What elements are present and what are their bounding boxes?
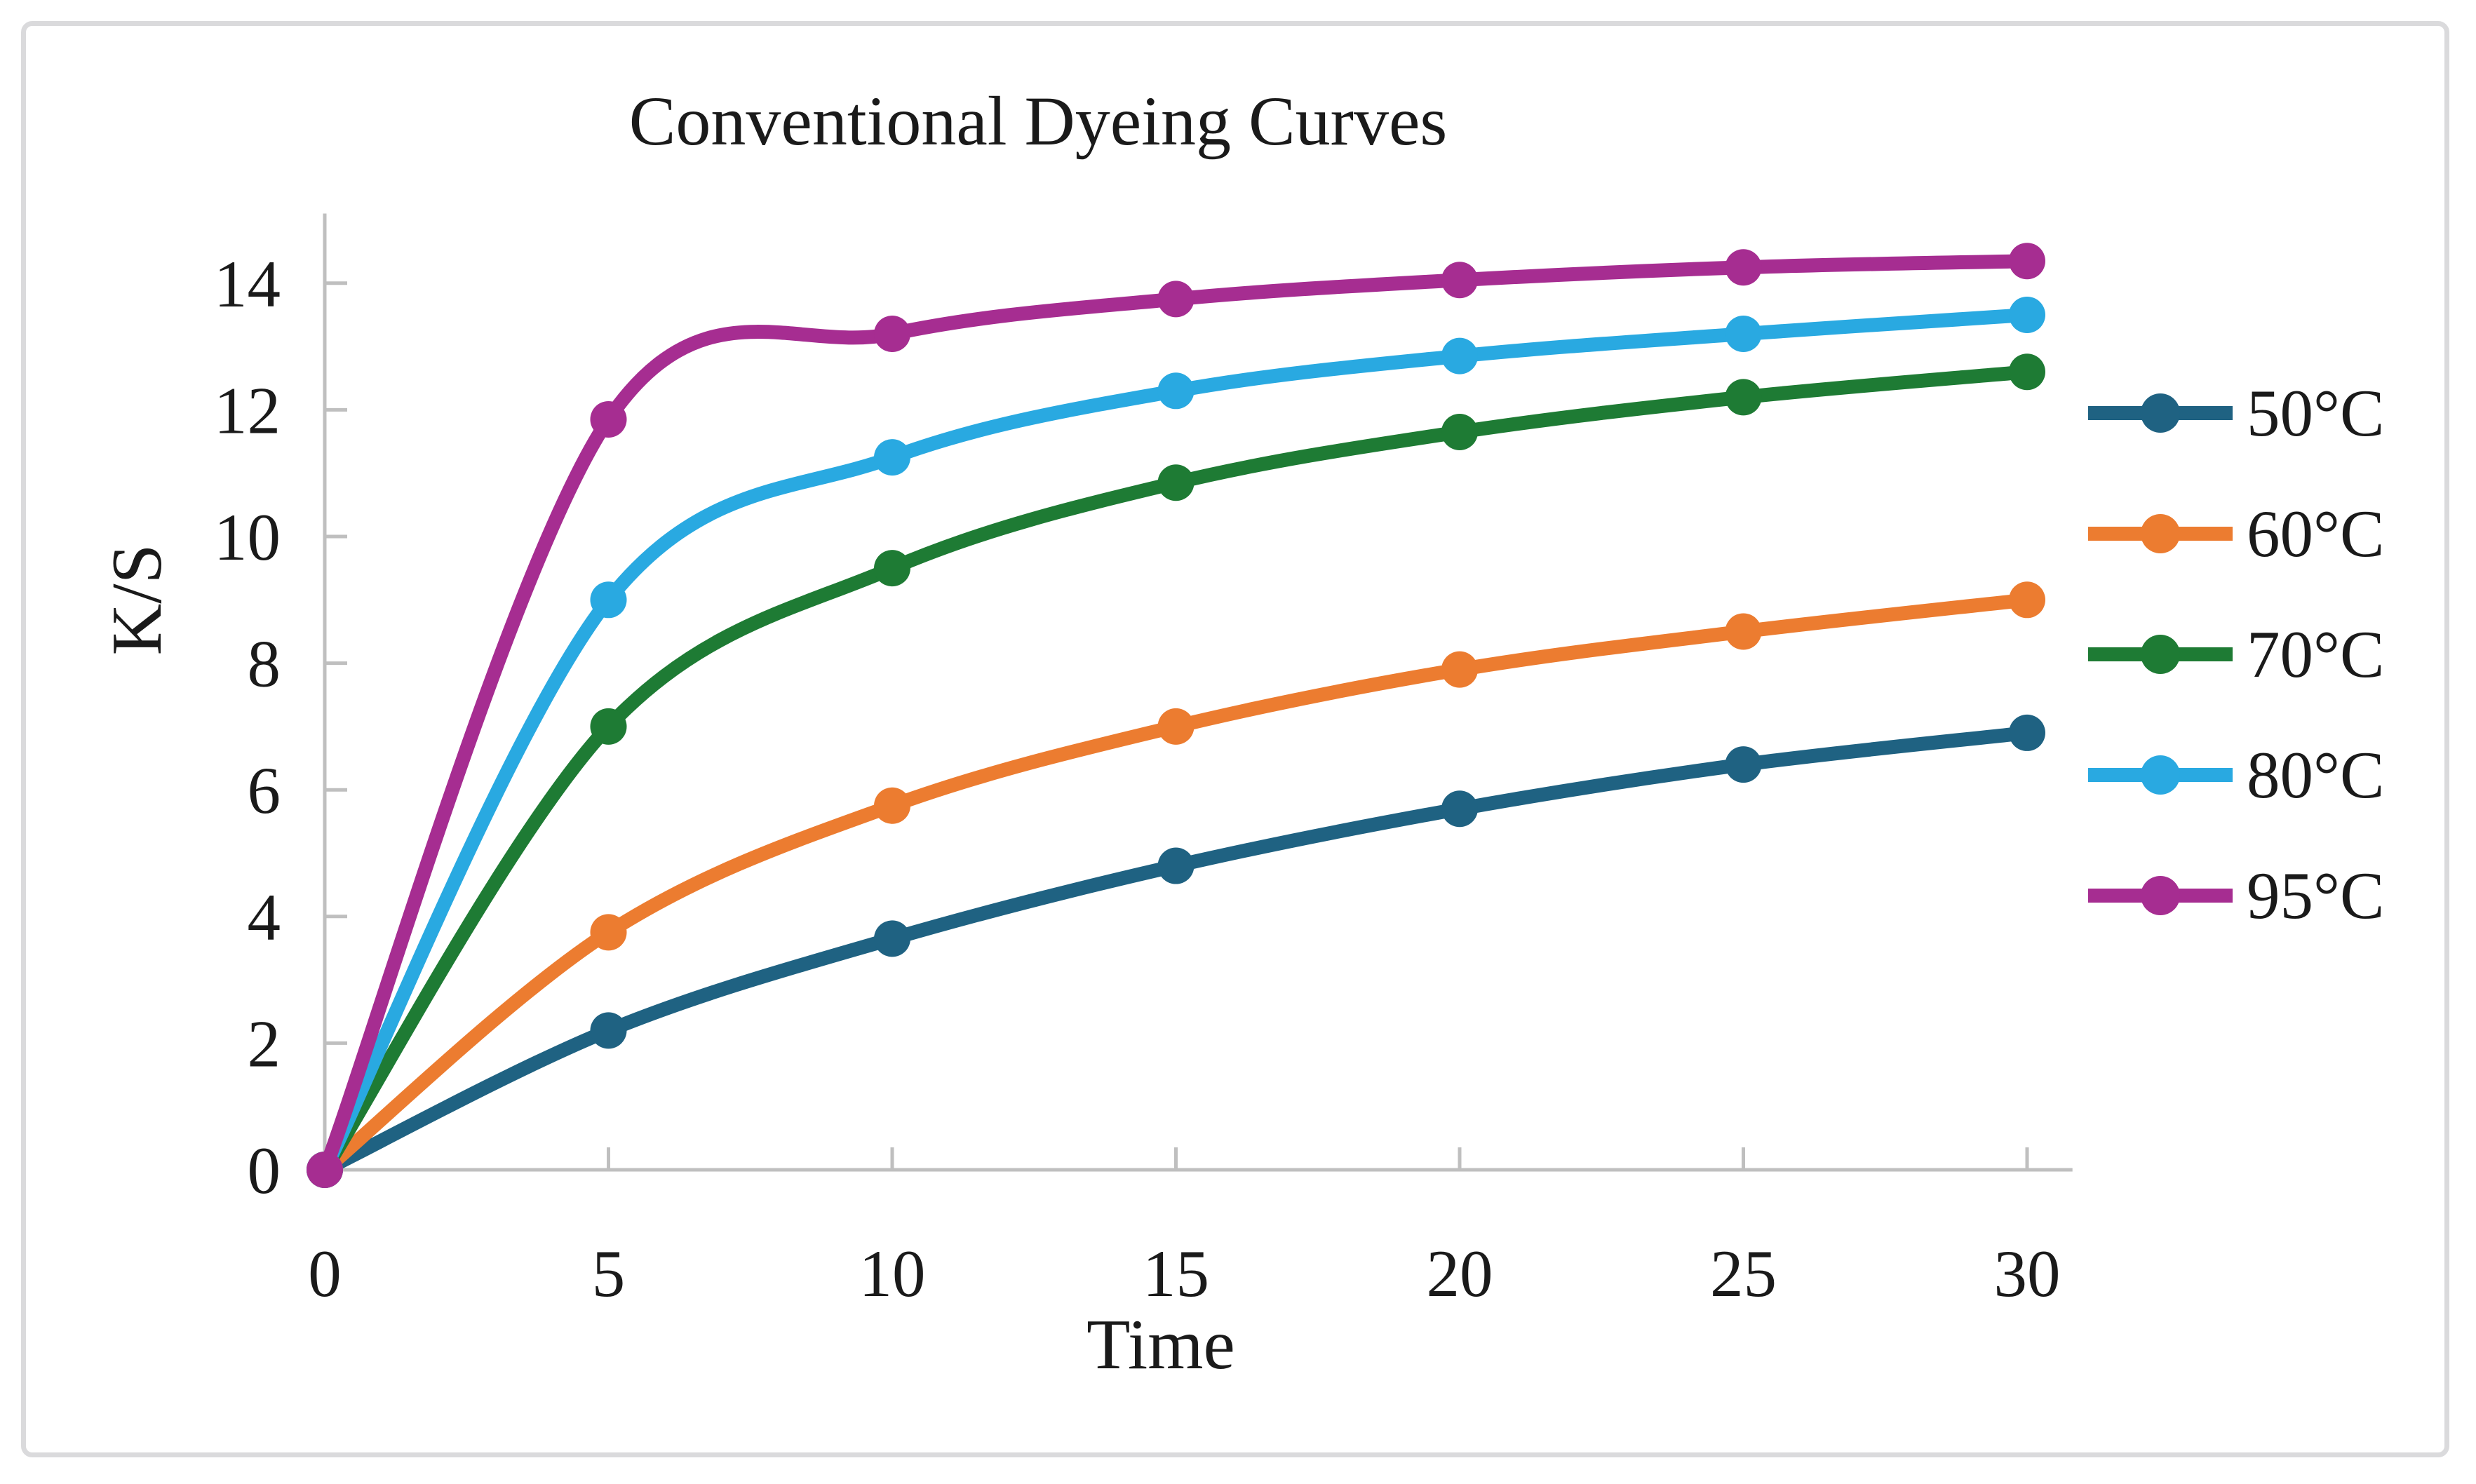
- data-point-marker: [874, 550, 910, 587]
- x-tick-label: 5: [592, 1236, 626, 1311]
- figure-border: [21, 21, 2449, 1457]
- y-tick-label: 2: [248, 1006, 281, 1081]
- legend-marker-icon: [2088, 876, 2233, 915]
- x-tick-label: 20: [1427, 1236, 1493, 1311]
- data-point-marker: [1441, 790, 1478, 828]
- data-point-marker: [1725, 613, 1762, 650]
- y-tick-label: 12: [214, 373, 281, 447]
- data-point-marker: [874, 316, 910, 353]
- data-point-marker: [874, 787, 910, 824]
- x-tick-label: 30: [1994, 1236, 2061, 1311]
- legend-marker-icon: [2088, 755, 2233, 795]
- legend-label: 70°C: [2247, 617, 2385, 692]
- data-point-marker: [1441, 414, 1478, 451]
- legend-item-60c: 60°C: [2087, 473, 2458, 594]
- data-point-marker: [590, 914, 627, 951]
- data-point-marker: [1725, 746, 1762, 783]
- legend-marker-icon: [2088, 635, 2233, 674]
- data-point-marker: [1157, 708, 1195, 745]
- data-point-marker: [2009, 353, 2045, 391]
- data-point-marker: [1157, 372, 1195, 410]
- legend-item-95c: 95°C: [2087, 835, 2458, 956]
- legend-item-70c: 70°C: [2087, 594, 2458, 715]
- x-axis-title: Time: [1086, 1305, 1235, 1384]
- data-point-marker: [590, 400, 627, 438]
- legend-marker-icon: [2088, 393, 2233, 433]
- data-point-marker: [1441, 651, 1478, 688]
- y-tick-label: 14: [214, 247, 281, 321]
- data-point-marker: [590, 581, 627, 619]
- legend-label: 50°C: [2247, 376, 2385, 450]
- data-point-marker: [307, 1152, 343, 1188]
- chart-title: Conventional Dyeing Curves: [628, 82, 1448, 160]
- x-tick-label: 10: [859, 1236, 926, 1311]
- data-point-marker: [874, 920, 910, 957]
- x-tick-label: 15: [1143, 1236, 1209, 1311]
- y-tick-label: 0: [248, 1133, 281, 1208]
- legend-label: 60°C: [2247, 497, 2385, 571]
- series-line-95°C: [318, 254, 2034, 1177]
- data-point-marker: [1157, 847, 1195, 884]
- y-tick-label: 6: [248, 753, 281, 828]
- y-tick-label: 10: [214, 500, 281, 574]
- y-tick-label: 8: [248, 627, 281, 701]
- data-point-marker: [2009, 581, 2045, 619]
- data-point-marker: [2009, 714, 2045, 751]
- legend-label: 80°C: [2247, 738, 2385, 812]
- data-point-marker: [1725, 379, 1762, 416]
- data-point-marker: [1441, 337, 1478, 375]
- legend: 50°C 60°C 70°C 80°C 95°C: [2087, 353, 2458, 956]
- data-point-marker: [590, 1012, 627, 1049]
- series-line-60°C: [318, 593, 2034, 1177]
- x-tick-label: 0: [308, 1236, 342, 1311]
- data-point-marker: [1441, 262, 1478, 299]
- data-point-marker: [1157, 281, 1195, 318]
- legend-label: 95°C: [2247, 858, 2385, 933]
- x-tick-label: 25: [1710, 1236, 1777, 1311]
- data-point-marker: [1725, 249, 1762, 286]
- legend-item-50c: 50°C: [2087, 353, 2458, 473]
- legend-marker-icon: [2088, 514, 2233, 553]
- y-axis-title: K/S: [97, 544, 177, 656]
- y-tick-label: 4: [248, 880, 281, 955]
- data-point-marker: [2009, 296, 2045, 333]
- data-point-marker: [2009, 243, 2045, 280]
- data-point-marker: [1157, 464, 1195, 501]
- data-point-marker: [874, 439, 910, 476]
- data-point-marker: [590, 708, 627, 745]
- data-point-marker: [1725, 316, 1762, 353]
- legend-item-80c: 80°C: [2087, 715, 2458, 835]
